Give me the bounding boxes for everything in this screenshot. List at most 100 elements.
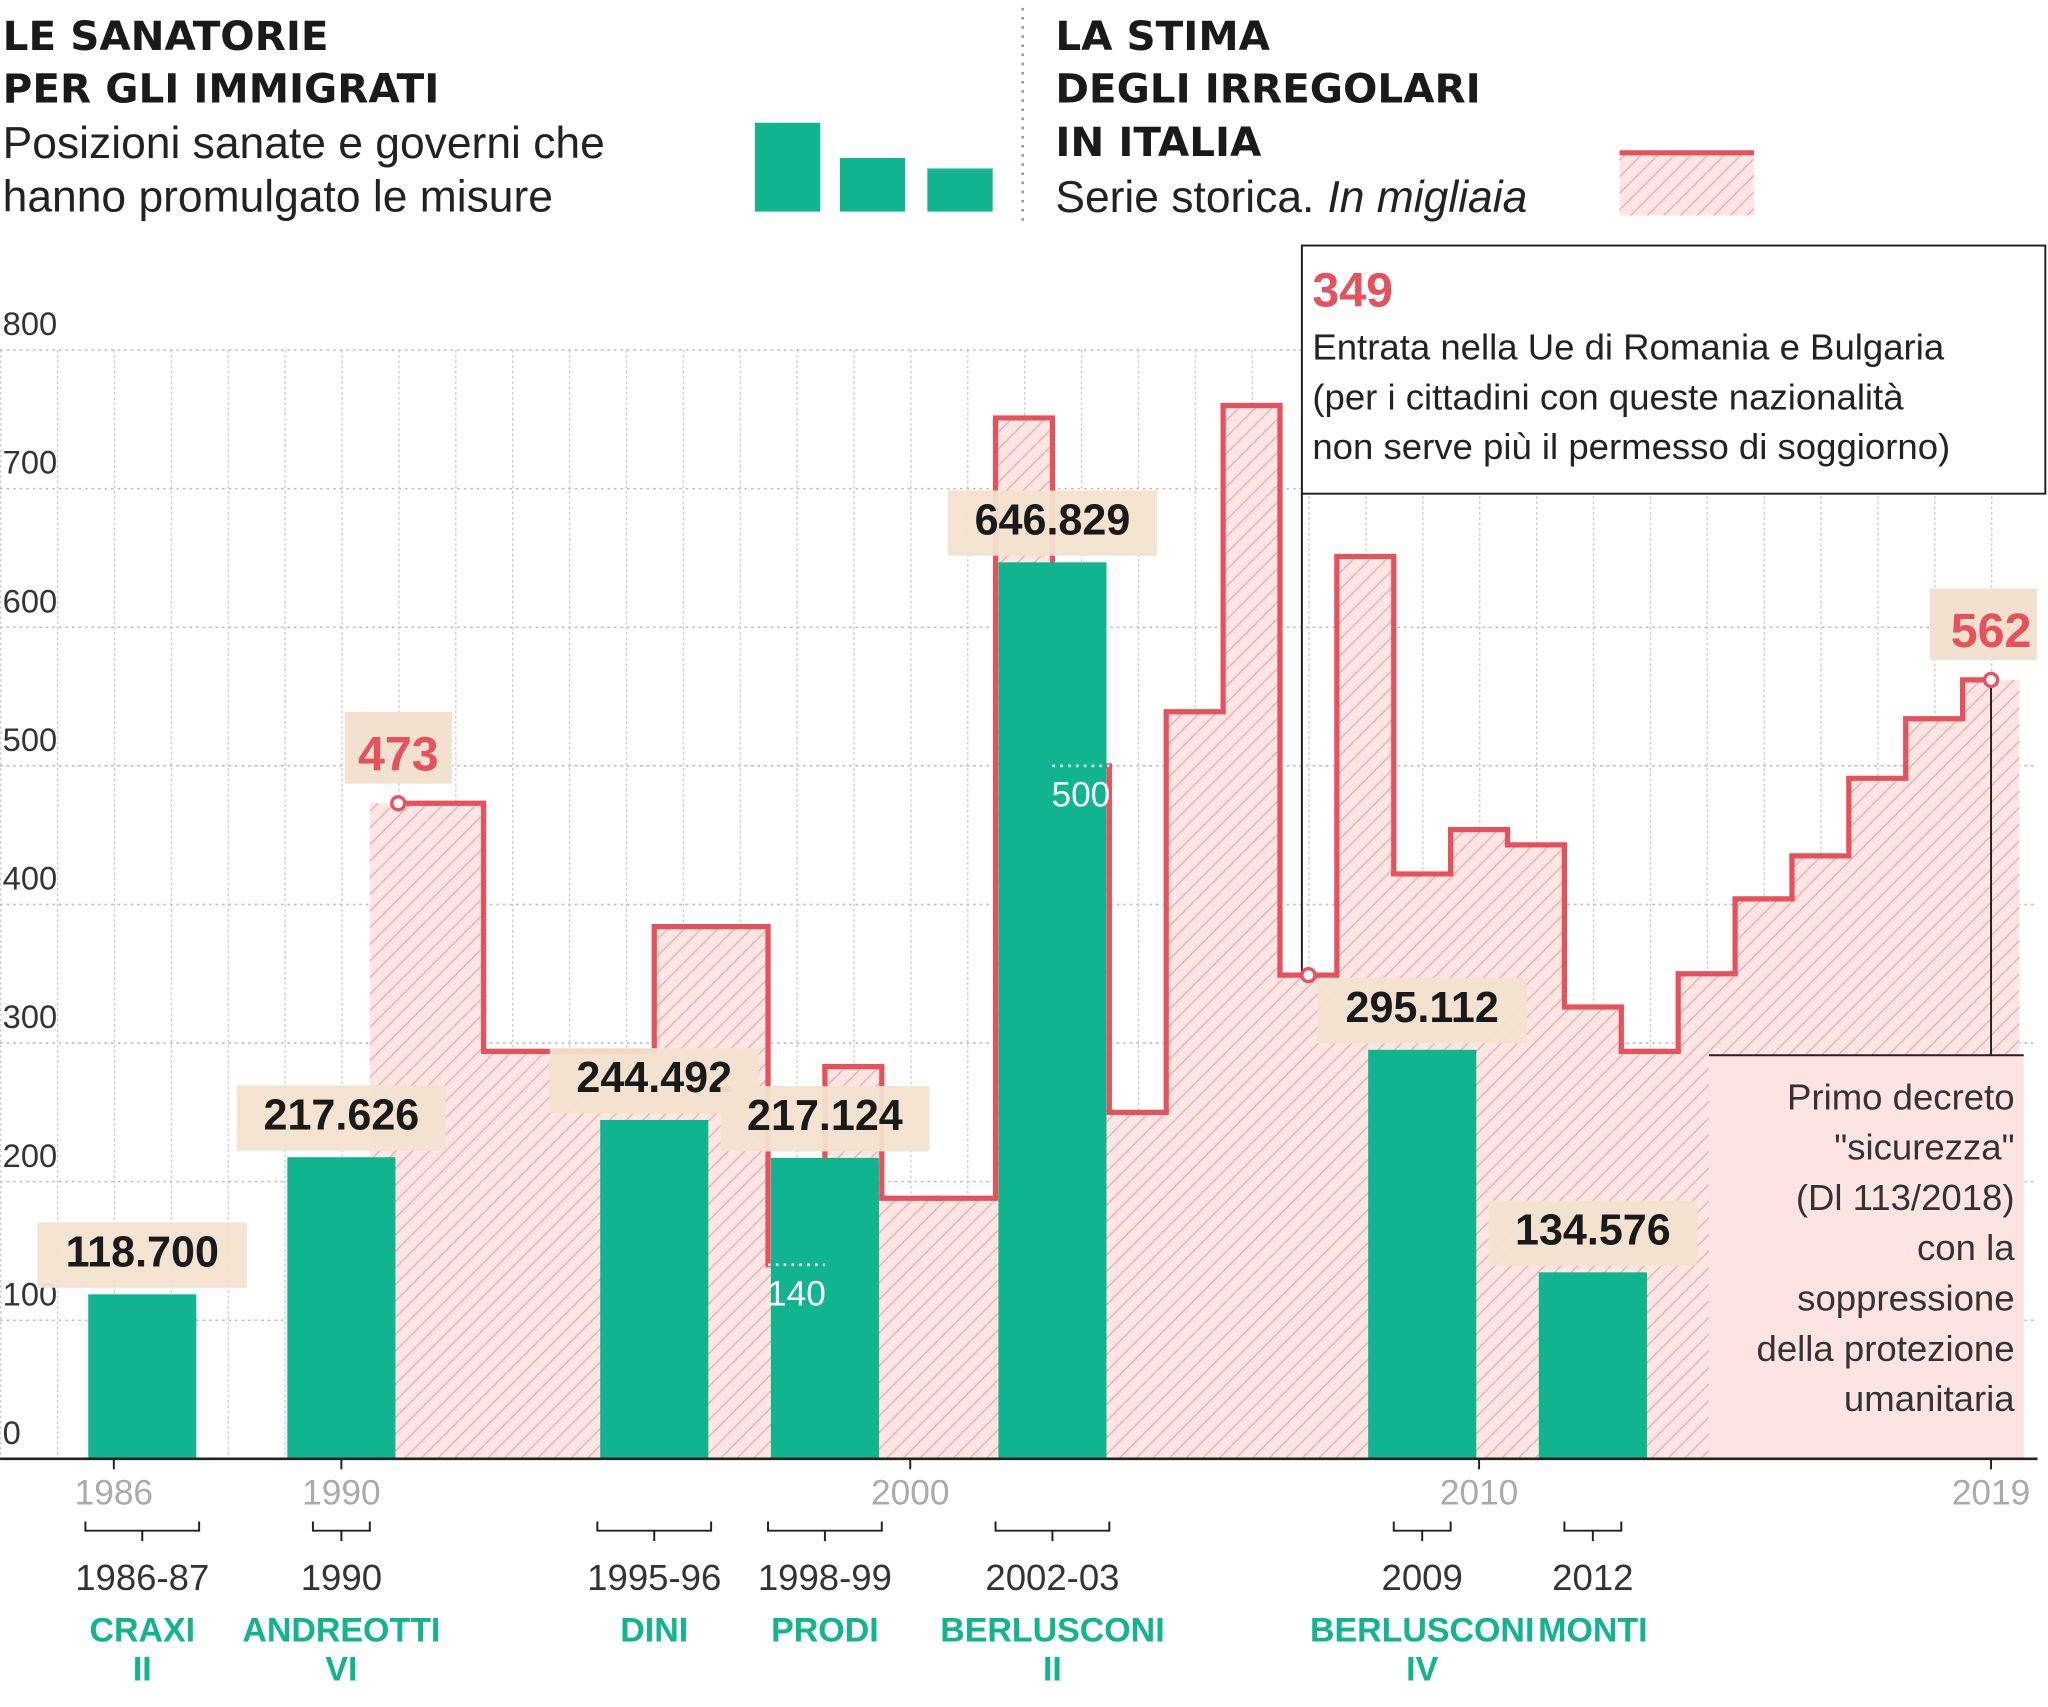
legend-bar [839,158,906,212]
bar [600,1119,709,1459]
category-bracket [1392,1521,1452,1542]
note-text: umanitaria [1844,1378,2015,1419]
x-tick-label: 1990 [302,1474,380,1513]
category-bracket [1563,1521,1623,1542]
label-box [1488,1200,1698,1266]
line-title: DEGLI IRREGOLARI [1055,64,1480,112]
government-label: BERLUSCONI [940,1612,1164,1650]
label-box [1317,977,1527,1044]
bars-subtitle: hanno promulgato le misure [3,173,553,222]
step-area [881,1198,939,1459]
category-label: 2012 [1552,1557,1633,1598]
label-box [947,490,1157,556]
government-label: ANDREOTTI [242,1612,440,1650]
step-value-label: 349 [1312,264,1393,318]
bar-value-label: 217.124 [747,1092,903,1140]
legend-bar [927,168,993,212]
government-label: IV [1406,1651,1438,1689]
step-point [1300,966,1317,984]
category-label: 2002-03 [985,1557,1119,1598]
government-label: VI [325,1651,357,1689]
bar-value-label: 244.492 [576,1054,732,1102]
x-tick-label: 2019 [1952,1474,2030,1513]
y-tick-label: 400 [3,860,57,897]
y-tick-label: 600 [3,582,57,619]
y-tick-label: 300 [3,998,57,1035]
step-area [483,1051,541,1459]
y-tick-label: 200 [3,1137,57,1174]
category-label: 1986-87 [75,1557,209,1598]
bar-value-label: 295.112 [1346,984,1499,1032]
note-text: Entrata nella Ue di Romania e Bulgaria [1312,327,1944,368]
step-value-label: 140 [767,1274,826,1313]
note-text: non serve più il permesso di soggiorno) [1312,426,1950,467]
category-label: 1995-96 [587,1557,721,1598]
step-area [938,1198,996,1459]
bar [998,562,1107,1459]
line-title: LA STIMA [1055,12,1270,60]
x-tick-label: 1986 [75,1474,153,1513]
label-box [236,1085,446,1151]
category-bracket [311,1521,371,1542]
note-background [1708,1055,2024,1459]
line-subtitle-unit: In migliaia [1327,173,1527,222]
step-area [540,1051,598,1459]
step-area [1223,405,1280,1459]
note-text: con la [1917,1227,2015,1268]
bar [770,1157,879,1459]
step-area [1279,975,1337,1459]
bar-value-label: 118.700 [66,1229,219,1277]
label-box [344,711,452,784]
government-label: II [1043,1651,1062,1689]
note-box [1300,244,2047,495]
y-tick-label: 800 [3,305,57,342]
step-value-label: 473 [358,727,439,781]
note-text: soppressione [1797,1277,2014,1318]
y-tick-label: 500 [3,721,57,758]
category-label: 1990 [301,1557,382,1598]
legend-area [1619,152,1755,216]
note-text: della protezione [1757,1328,2015,1369]
category-bracket [994,1521,1111,1542]
government-label: PRODI [771,1612,878,1650]
note-text: Primo decreto [1787,1076,2015,1117]
step-area [711,926,769,1459]
bars-title: LE SANATORIE [3,12,329,60]
government-label: MONTI [1538,1612,1647,1650]
x-tick-label: 2010 [1440,1474,1518,1513]
y-tick-label: 700 [3,444,57,481]
bar-value-label: 646.829 [975,497,1131,545]
category-label: 2009 [1382,1557,1463,1598]
government-label: CRAXI [89,1612,195,1650]
bar-value-label: 134.576 [1515,1207,1671,1255]
note-text: "sicurezza" [1834,1127,2014,1168]
government-label: II [133,1651,152,1689]
step-point [390,795,407,812]
bars-subtitle: Posizioni sanate e governi che [3,119,605,168]
bar-value-label: 217.626 [264,1091,420,1139]
label-box [37,1222,247,1288]
bar [1538,1272,1647,1459]
legend-bar [754,122,821,212]
step-area [1109,1112,1167,1459]
category-bracket [767,1521,883,1542]
government-label: DINI [620,1612,688,1650]
category-bracket [596,1521,713,1542]
x-tick-label: 2000 [871,1474,949,1513]
note-text: (per i cittadini con queste nazionalità [1312,376,1904,417]
line-subtitle: Serie storica. In migliaia [1055,173,1527,222]
bar [88,1294,197,1459]
note-text: (Dl 113/2018) [1796,1177,2015,1218]
government-label: BERLUSCONI [1310,1612,1534,1650]
bar [1368,1049,1477,1459]
label-box [720,1086,930,1152]
line-subtitle-text: Serie storica. [1055,173,1314,222]
bars-title: PER GLI IMMIGRATI [3,64,440,112]
step-point [1982,671,2000,689]
step-area [1166,711,1224,1459]
step-value-label: 500 [1051,775,1110,814]
step-value-label: 562 [1951,604,2032,658]
category-label: 1998-99 [758,1557,892,1598]
y-tick-label: 0 [3,1414,21,1451]
